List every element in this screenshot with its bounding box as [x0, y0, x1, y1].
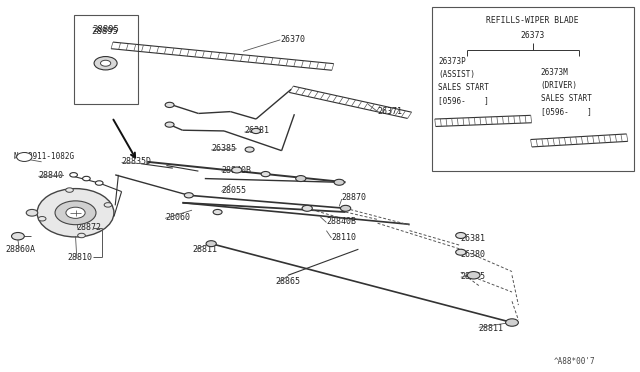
- Text: (DRIVER): (DRIVER): [541, 81, 578, 90]
- Circle shape: [66, 207, 85, 218]
- Circle shape: [296, 176, 306, 182]
- Text: 26381: 26381: [461, 234, 486, 243]
- Text: 28811: 28811: [479, 324, 504, 333]
- Text: [0596-    ]: [0596- ]: [438, 96, 489, 105]
- Circle shape: [94, 57, 117, 70]
- Text: SALES START: SALES START: [541, 94, 591, 103]
- Text: (ASSIST): (ASSIST): [438, 70, 476, 79]
- Circle shape: [165, 102, 174, 108]
- Circle shape: [83, 176, 90, 181]
- Text: 28060: 28060: [165, 213, 190, 222]
- Text: N: N: [22, 154, 26, 160]
- Text: 28840B: 28840B: [326, 217, 356, 226]
- Text: 28865: 28865: [275, 278, 300, 286]
- Text: 26385: 26385: [211, 144, 236, 153]
- Circle shape: [206, 241, 216, 247]
- Text: 28895: 28895: [92, 25, 119, 34]
- Text: 28895: 28895: [91, 27, 118, 36]
- Circle shape: [456, 232, 466, 238]
- Circle shape: [100, 60, 111, 66]
- Text: 28055: 28055: [221, 186, 246, 195]
- Circle shape: [340, 205, 351, 211]
- Circle shape: [456, 249, 466, 255]
- Circle shape: [467, 272, 480, 279]
- Circle shape: [55, 201, 96, 225]
- Bar: [432, 7, 634, 171]
- Circle shape: [95, 181, 103, 185]
- Text: [0596-    ]: [0596- ]: [541, 107, 591, 116]
- Circle shape: [232, 167, 242, 173]
- Circle shape: [12, 232, 24, 240]
- Text: 26373M: 26373M: [541, 68, 568, 77]
- Text: 28840B: 28840B: [221, 166, 252, 174]
- Circle shape: [334, 179, 344, 185]
- Circle shape: [245, 147, 254, 152]
- Circle shape: [302, 205, 312, 211]
- Text: 28872: 28872: [77, 223, 102, 232]
- Circle shape: [165, 122, 174, 127]
- Ellipse shape: [37, 189, 114, 237]
- Circle shape: [77, 233, 85, 238]
- Text: 26373P: 26373P: [438, 57, 466, 66]
- Text: 28875: 28875: [461, 272, 486, 280]
- Circle shape: [66, 188, 74, 192]
- Text: SALES START: SALES START: [438, 83, 489, 92]
- Text: 26381: 26381: [244, 126, 269, 135]
- Circle shape: [26, 209, 38, 216]
- Circle shape: [213, 209, 222, 215]
- Text: N 08911-1082G: N 08911-1082G: [14, 152, 74, 161]
- Text: 28110: 28110: [332, 233, 356, 242]
- Text: 28860A: 28860A: [5, 245, 35, 254]
- Text: 28840: 28840: [38, 171, 63, 180]
- Text: 26380: 26380: [461, 250, 486, 259]
- Text: ^A88*00'7: ^A88*00'7: [554, 357, 595, 366]
- Text: 28870: 28870: [342, 193, 367, 202]
- Text: 28811: 28811: [192, 245, 217, 254]
- Text: 26370: 26370: [280, 35, 305, 44]
- Circle shape: [506, 319, 518, 326]
- Text: 26371: 26371: [378, 107, 403, 116]
- Circle shape: [104, 203, 112, 207]
- Text: 28810: 28810: [68, 253, 93, 262]
- Text: REFILLS-WIPER BLADE: REFILLS-WIPER BLADE: [486, 16, 579, 25]
- Circle shape: [184, 193, 193, 198]
- Circle shape: [261, 171, 270, 177]
- Bar: [74, 15, 138, 104]
- Text: 26373: 26373: [520, 31, 545, 40]
- Circle shape: [17, 153, 32, 161]
- Circle shape: [252, 128, 260, 134]
- Circle shape: [38, 217, 46, 221]
- Text: 28835D: 28835D: [122, 157, 152, 166]
- Circle shape: [70, 173, 77, 177]
